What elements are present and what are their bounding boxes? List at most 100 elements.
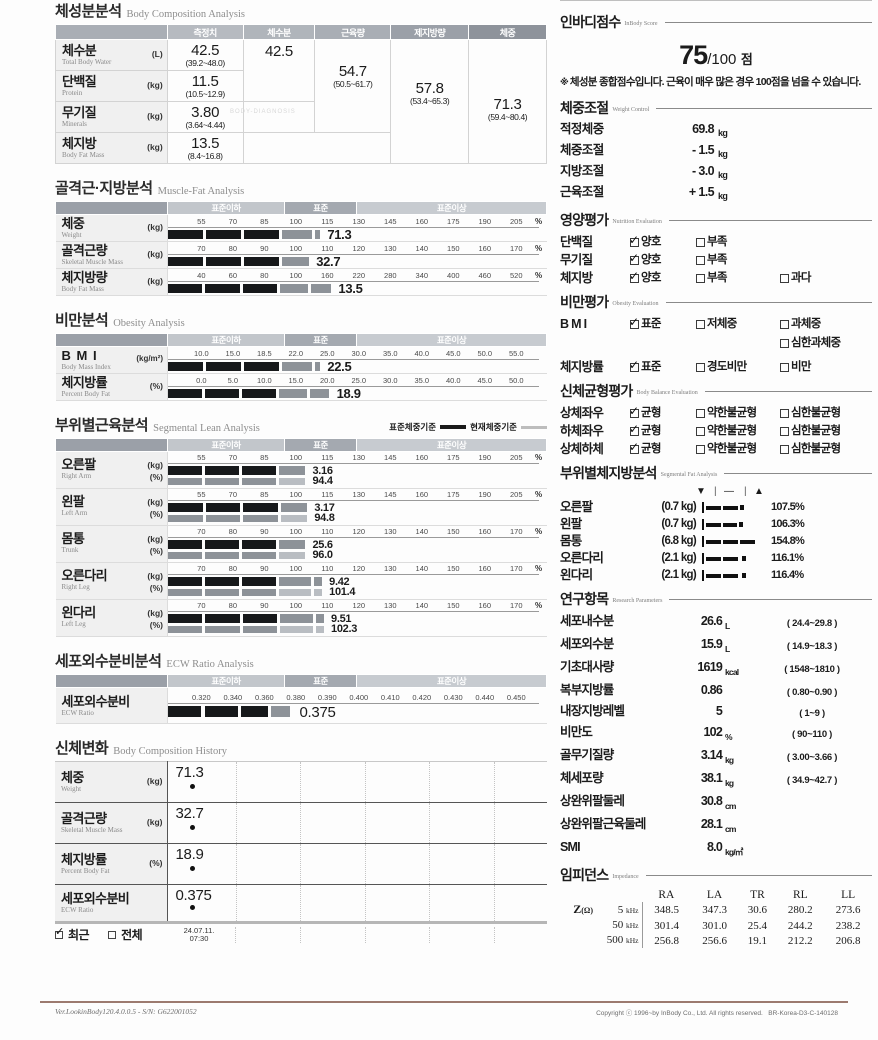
weight-value: 71.3 [493,96,522,113]
option-severe-imbalance[interactable]: 심한불균형 [780,422,841,440]
tick: 170 [510,527,523,536]
row-label: 기초대사량 [560,660,614,674]
option-slight-imbalance[interactable]: 약한불균형 [696,440,780,458]
option-underweight[interactable]: 저체중 [696,315,780,333]
checkbox-icon[interactable] [696,237,705,247]
z-label-spacer [560,918,594,933]
fat-row-left-leg: 왼다리 (2.1 kg) 116.4% [560,567,872,584]
option-balanced[interactable]: 균형 [629,438,696,458]
checkbox-icon[interactable] [629,402,639,420]
checkbox-icon[interactable] [629,249,639,267]
tick-axis: 10.0 15.0 18.5 22.0 25.0 30.0 35.0 40.0 … [168,348,539,360]
option-slight-imbalance[interactable]: 약한불균형 [696,404,780,422]
checkbox-icon[interactable] [780,426,789,436]
value-bar [168,388,330,398]
row-unit-pct: (%) [149,620,163,630]
value-bar-current [168,515,307,522]
checkbox-icon[interactable] [629,313,639,331]
nutrition-row-bodyfat: 체지방 양호 부족 과다 [560,267,872,287]
section-title-en: Body Balance Evaluation [636,390,698,396]
tick: 150 [447,564,460,573]
bullet-icon: ※ [560,77,570,87]
tick: 160 [415,453,429,462]
measurement-date: 24.07.11. 07:30 [169,926,229,943]
option-label: 저체중 [707,318,737,330]
checkbox-icon[interactable] [780,444,789,454]
fat-control-value: - 3.0 [691,164,715,178]
all-label: 전체 [121,928,143,942]
checkbox-icon[interactable] [780,319,789,329]
option-balanced[interactable]: 균형 [629,402,696,422]
option-balanced[interactable]: 균형 [629,420,696,440]
row-label-kr: 체지방률 [61,375,108,390]
right-column: 인바디점수 InBody Score 75/100 점 ※ 체성분 종합점수입니… [560,0,872,948]
option-overweight[interactable]: 과체중 [780,315,840,333]
checkbox-icon[interactable] [629,231,639,249]
checkbox-icon[interactable] [696,362,705,372]
checkbox-icon[interactable] [629,356,639,374]
option-mild-obese[interactable]: 경도비만 [696,358,780,376]
history-range-toggle[interactable]: 최근 전체 [55,925,167,943]
tick: 160 [415,216,429,226]
option-normal[interactable]: 표준 [629,356,696,376]
option-severe-imbalance[interactable]: 심한불균형 [780,404,841,422]
measured-tbw: 42.5 (39.2~48.0) [166,39,244,71]
checkbox-icon[interactable] [780,273,789,283]
option-deficient[interactable]: 부족 [696,269,780,287]
tick: 0.420 [412,692,432,702]
value-bar-standard [168,614,324,623]
checkbox-icon[interactable] [780,338,789,348]
option-deficient[interactable]: 부족 [696,251,780,269]
option-label: 약한불균형 [707,443,757,455]
tick: 70 [197,564,206,573]
tick: 100 [289,490,303,499]
checkbox-icon[interactable] [696,408,705,418]
row-label-kr: 체지방 [62,136,97,151]
tick: 70 [197,243,206,253]
tick: 140 [415,243,429,253]
checkbox-icon[interactable] [629,420,639,438]
tick: 110 [321,601,334,610]
row-range [752,792,872,815]
checkbox-icon[interactable] [780,362,789,372]
option-good[interactable]: 양호 [629,249,696,269]
header-measured: 측정치 [166,24,244,40]
section-title-kr: 인바디점수 [560,14,621,30]
row-label-kr: 단백질 [62,74,97,89]
inbody-score-value: 75/100 점 [560,40,872,71]
option-excess[interactable]: 과다 [780,269,811,287]
research-row-ecw: 세포외수분 15.9 L ( 14.9~18.3 ) [560,635,872,658]
freq-500khz: 500 kHz [594,933,643,948]
option-label: 심한불균형 [791,443,841,455]
option-severe-imbalance[interactable]: 심한불균형 [780,440,841,458]
checkbox-icon[interactable] [696,444,705,454]
option-good[interactable]: 양호 [629,267,696,287]
bar-value-pct: 96.0 [312,549,333,561]
option-normal[interactable]: 표준 [629,313,696,333]
option-good[interactable]: 양호 [629,231,696,251]
row-percent: 107.5% [771,501,805,513]
option-severe-overweight[interactable]: 심한과체중 [780,334,841,352]
checkbox-icon[interactable] [696,319,705,329]
history-plot-smm: 32.7 [167,802,547,844]
tick: 110 [321,564,334,573]
checkbox-icon[interactable] [696,273,705,283]
table-header-row: 측정치 체수분 근육량 제지방량 체중 [55,24,547,40]
bar-cell-right-arm: 55 70 85 100 115 130 145 160 175 190 205… [167,451,547,489]
checkbox-icon[interactable] [629,438,639,456]
checkbox-icon[interactable] [629,267,639,285]
option-deficient[interactable]: 부족 [696,233,780,251]
tick: 80 [260,270,269,280]
option-slight-imbalance[interactable]: 약한불균형 [696,422,780,440]
score-number: 75 [679,40,708,70]
bar-value: 18.9 [336,385,361,401]
tick: 150 [447,527,460,536]
legend-swatch-current [521,425,547,429]
checkbox-icon[interactable] [696,255,705,265]
recent-checkbox[interactable] [55,925,64,939]
option-obese[interactable]: 비만 [780,358,811,376]
checkbox-icon[interactable] [780,408,789,418]
checkbox-icon[interactable] [696,426,705,436]
all-checkbox[interactable] [108,930,117,939]
muscle-control-value: + 1.5 [688,185,715,199]
